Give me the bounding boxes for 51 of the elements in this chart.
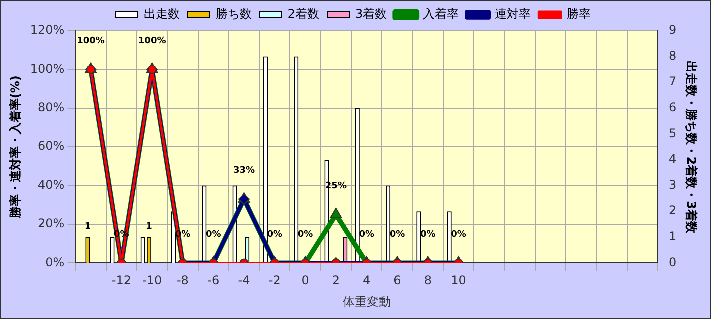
x-tick-label: 10 (451, 274, 466, 288)
legend-label: 3着数 (356, 7, 388, 22)
y2-tick-label: 6 (668, 100, 677, 115)
y2-axis-title: 出走数・勝ち数・2着数・3着数 (684, 60, 699, 234)
y2-tick-label: 2 (668, 204, 677, 218)
x-tick-label: -6 (208, 274, 220, 288)
legend-label: 勝率 (567, 7, 592, 22)
y-tick-label: 40% (38, 178, 65, 192)
y2-tick-label: 7 (668, 74, 677, 89)
data-label: 0% (298, 230, 314, 240)
y2-tick-label: 9 (668, 23, 677, 38)
x-tick-label: 8 (424, 274, 432, 288)
y2-tick-label: 8 (668, 48, 677, 63)
legend-label: 2着数 (288, 7, 320, 22)
x-tick-label: -12 (112, 274, 132, 288)
data-label: 0% (114, 230, 130, 240)
x-tick-label: -4 (238, 274, 250, 288)
legend-label: 勝ち数 (216, 7, 252, 22)
x-axis-title: 体重変動 (342, 294, 391, 309)
data-label: 1 (84, 222, 92, 232)
x-tick-label: -8 (176, 274, 189, 288)
data-label: 0% (267, 230, 283, 240)
data-label: 33% (233, 166, 256, 176)
data-label: 0% (206, 230, 222, 240)
legend-label: 出走数 (144, 7, 180, 22)
x-tick-label: 4 (363, 274, 371, 288)
y2-tick-label: 0 (668, 255, 677, 270)
y-tick-label: 20% (38, 216, 65, 231)
x-tick-label: -10 (142, 274, 162, 288)
y2-tick-label: 5 (668, 126, 677, 140)
legend-label: 入着率 (423, 7, 460, 22)
y-axis-title: 勝率・連対率・入着率(%) (8, 76, 22, 220)
data-label: 0% (390, 230, 406, 240)
data-label: 100% (138, 36, 166, 47)
y2-tick-label: 3 (668, 178, 677, 192)
y-tick-label: 120% (30, 23, 65, 38)
x-tick-label: 6 (394, 274, 402, 288)
y-tick-label: 60% (38, 139, 65, 154)
y2-tick-label: 4 (668, 152, 677, 166)
y-tick-label: 100% (30, 62, 65, 76)
data-label: 0% (420, 230, 436, 240)
y2-tick-label: 1 (668, 230, 677, 244)
data-label: 100% (77, 36, 105, 47)
data-label: 1 (146, 222, 152, 232)
point (330, 208, 342, 219)
x-tick-label: -2 (268, 274, 281, 288)
legend-label: 連対率 (495, 7, 532, 22)
y-tick-label: 0% (46, 255, 65, 270)
x-tick-label: 2 (332, 274, 340, 288)
x-tick-label: 0 (302, 274, 310, 288)
y-tick-label: 80% (38, 100, 65, 115)
